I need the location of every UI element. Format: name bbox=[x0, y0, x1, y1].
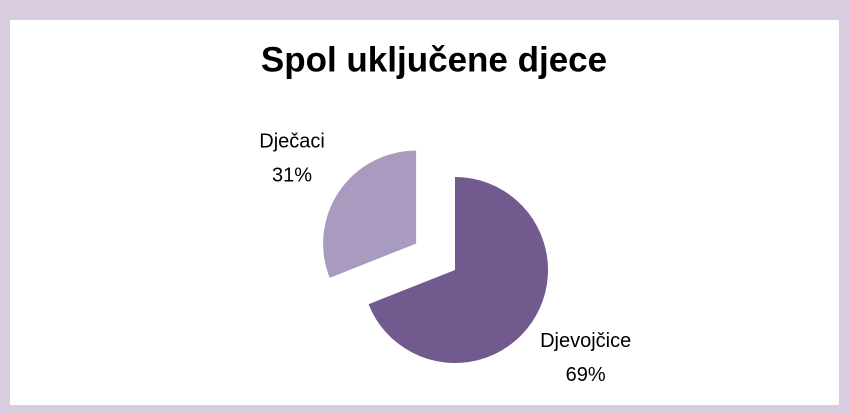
chart-title: Spol uključene djece bbox=[261, 40, 607, 79]
pie-slice bbox=[323, 150, 417, 278]
slice-value: 69% bbox=[566, 364, 606, 386]
slice-value: 31% bbox=[272, 165, 312, 187]
pie-slice bbox=[368, 177, 548, 364]
slice-label: Djevojčice bbox=[540, 330, 631, 352]
slice-label: Dječaci bbox=[259, 131, 325, 153]
